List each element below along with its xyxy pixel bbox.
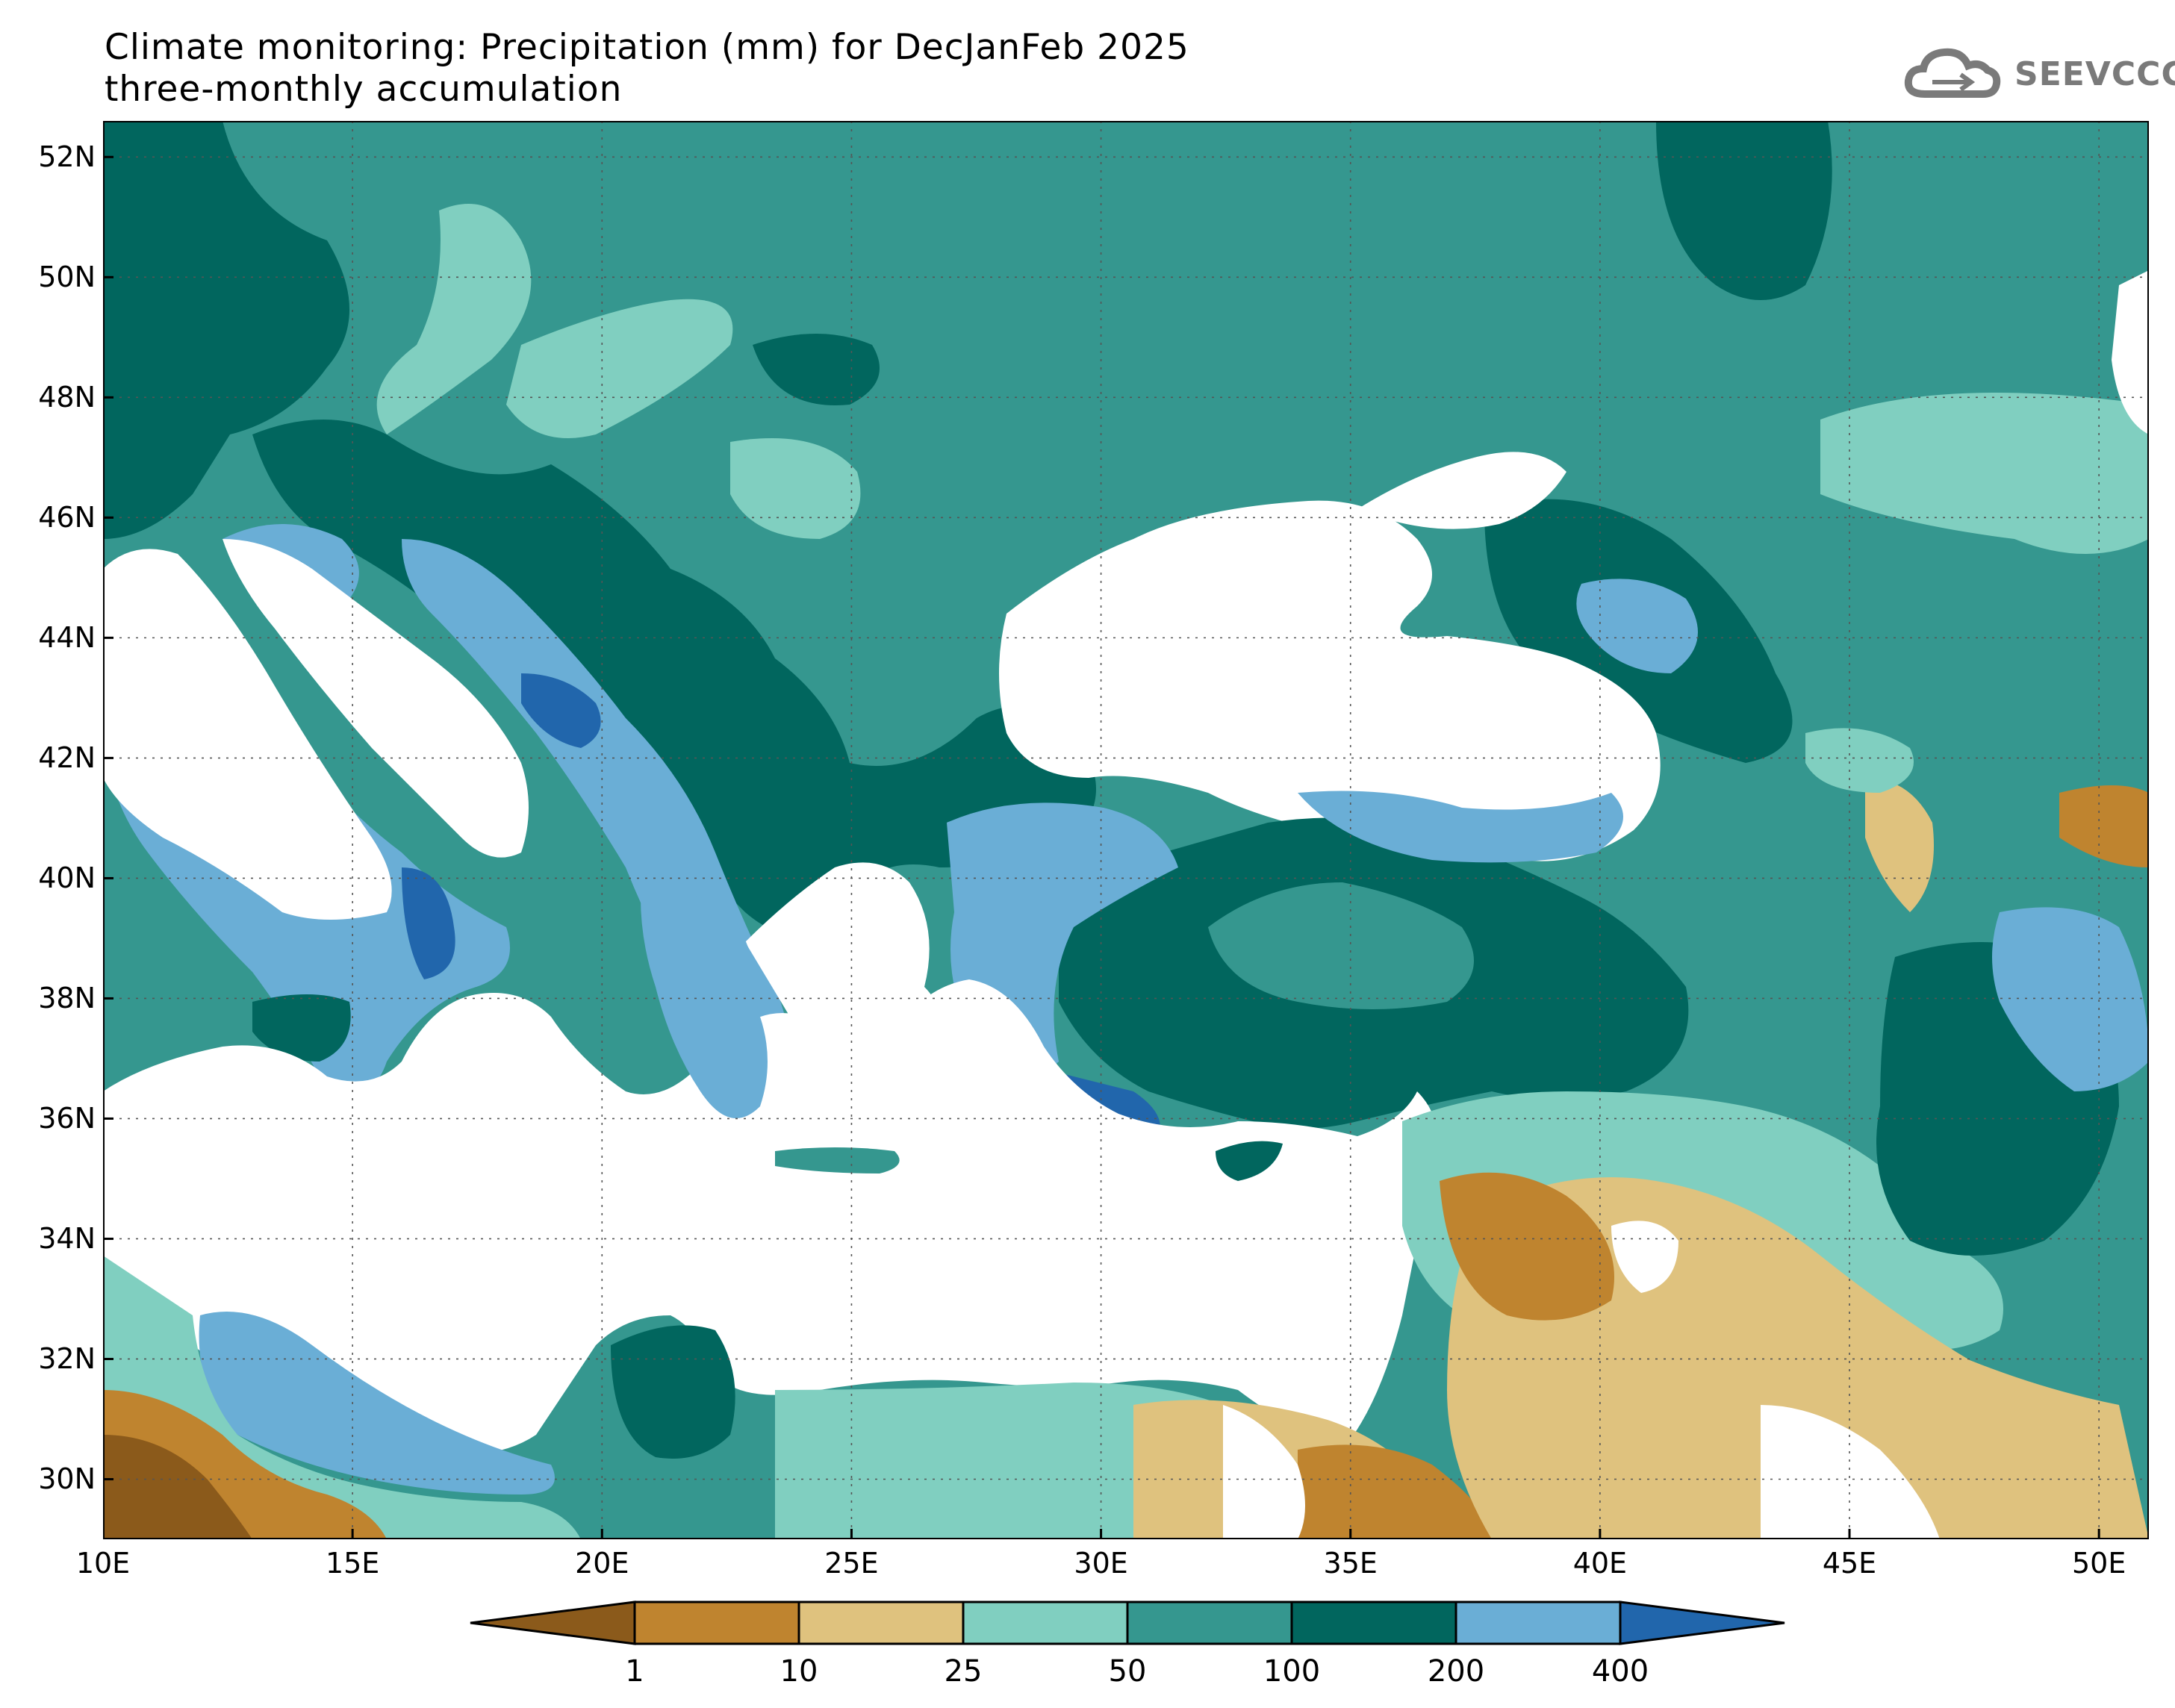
region-iran-blue bbox=[1992, 907, 2149, 1091]
x-tick-label: 40E bbox=[1572, 1547, 1628, 1580]
colorbar-label: 100 bbox=[1263, 1654, 1320, 1689]
region-romania-light bbox=[730, 438, 861, 539]
colorbar-label: 10 bbox=[780, 1654, 818, 1689]
colorbar[interactable]: 1 10 25 50 100 200 400 bbox=[463, 1598, 1799, 1695]
region-turkey-blue-north bbox=[1298, 791, 1623, 863]
x-tick-label: 15E bbox=[325, 1547, 380, 1580]
black-sea bbox=[999, 500, 1661, 861]
precipitation-map bbox=[103, 121, 2149, 1539]
region-egypt-white bbox=[1223, 1405, 1305, 1539]
x-tick-label: 10E bbox=[75, 1547, 131, 1580]
region-sinai-brown bbox=[1298, 1444, 1492, 1539]
region-georgia-light bbox=[1805, 728, 1914, 793]
y-tick-label: 40N bbox=[38, 861, 96, 895]
cyprus bbox=[1216, 1141, 1283, 1181]
colorbar-label: 50 bbox=[1109, 1654, 1147, 1689]
crete bbox=[775, 1147, 900, 1174]
adriatic-sea bbox=[223, 539, 529, 858]
colorbar-box bbox=[633, 1601, 800, 1645]
region-libya-blue bbox=[199, 1312, 555, 1494]
region-caucasus-blue bbox=[1576, 579, 1698, 673]
y-tick-label: 32N bbox=[38, 1342, 96, 1376]
logo-text: SEEVCCC bbox=[2014, 55, 2175, 93]
colorbar-box bbox=[797, 1601, 965, 1645]
sea-of-azov bbox=[1357, 452, 1566, 529]
colorbar-label: 25 bbox=[945, 1654, 983, 1689]
x-tick-label: 30E bbox=[1074, 1547, 1128, 1580]
y-tick-label: 34N bbox=[38, 1222, 96, 1256]
chart-title: Climate monitoring: Precipitation (mm) f… bbox=[105, 27, 1189, 68]
region-russia-dark bbox=[1656, 121, 1832, 300]
region-ukraine-dark bbox=[753, 334, 880, 405]
aegean-sea bbox=[745, 862, 945, 1100]
region-caspian-brown bbox=[2059, 785, 2149, 867]
x-tick-label: 20E bbox=[575, 1547, 629, 1580]
y-tick-label: 46N bbox=[38, 501, 96, 534]
chart-subtitle: three-monthly accumulation bbox=[105, 69, 623, 110]
region-saudi-white bbox=[1761, 1405, 1940, 1539]
colorbar-label: 400 bbox=[1592, 1654, 1649, 1689]
sicily bbox=[252, 994, 351, 1062]
y-tick-label: 48N bbox=[38, 381, 96, 414]
region-armenia-tan bbox=[1865, 778, 1934, 912]
region-egypt-light bbox=[775, 1383, 1223, 1539]
x-tick-label: 45E bbox=[1822, 1547, 1877, 1580]
x-tick-label: 25E bbox=[824, 1547, 879, 1580]
mediterranean-sea bbox=[103, 979, 1437, 1455]
seevccc-logo: SEEVCCC bbox=[1902, 40, 2175, 107]
y-tick-label: 30N bbox=[38, 1462, 96, 1496]
colorbar-label: 200 bbox=[1428, 1654, 1484, 1689]
tyrrhenian-sea bbox=[103, 549, 392, 920]
cloud-icon bbox=[1904, 48, 2001, 98]
italy-calabria bbox=[402, 867, 455, 979]
colorbar-label: 1 bbox=[625, 1654, 644, 1689]
y-tick-label: 36N bbox=[38, 1102, 96, 1135]
greece bbox=[641, 892, 768, 1118]
region-hungary-light bbox=[506, 299, 733, 438]
region-central-europe bbox=[103, 121, 349, 539]
region-syria-brown bbox=[1440, 1172, 1614, 1321]
y-tick-label: 42N bbox=[38, 741, 96, 775]
colorbar-box bbox=[1454, 1601, 1622, 1645]
axis-ticks bbox=[103, 155, 2100, 1539]
y-tick-label: 38N bbox=[38, 982, 96, 1015]
x-tick-label: 50E bbox=[2071, 1547, 2126, 1580]
region-russia-white bbox=[2112, 270, 2149, 434]
region-alps-balkans bbox=[252, 420, 1096, 935]
region-montenegro-dark bbox=[521, 673, 601, 748]
region-turkey-center bbox=[1208, 882, 1474, 1009]
y-tick-label: 50N bbox=[38, 261, 96, 294]
colorbar-extend-low bbox=[470, 1601, 636, 1645]
y-tick-label: 44N bbox=[38, 621, 96, 655]
region-libya-darkbrown bbox=[103, 1435, 252, 1539]
y-tick-label: 52N bbox=[38, 140, 96, 174]
colorbar-box bbox=[962, 1601, 1129, 1645]
region-poland-light bbox=[376, 204, 532, 434]
colorbar-box bbox=[1290, 1601, 1457, 1645]
region-russia-light bbox=[1820, 393, 2149, 554]
colorbar-extend-high bbox=[1619, 1601, 1785, 1645]
region-iraq-white bbox=[1611, 1221, 1678, 1293]
colorbar-box bbox=[1126, 1601, 1293, 1645]
x-tick-label: 35E bbox=[1323, 1547, 1378, 1580]
